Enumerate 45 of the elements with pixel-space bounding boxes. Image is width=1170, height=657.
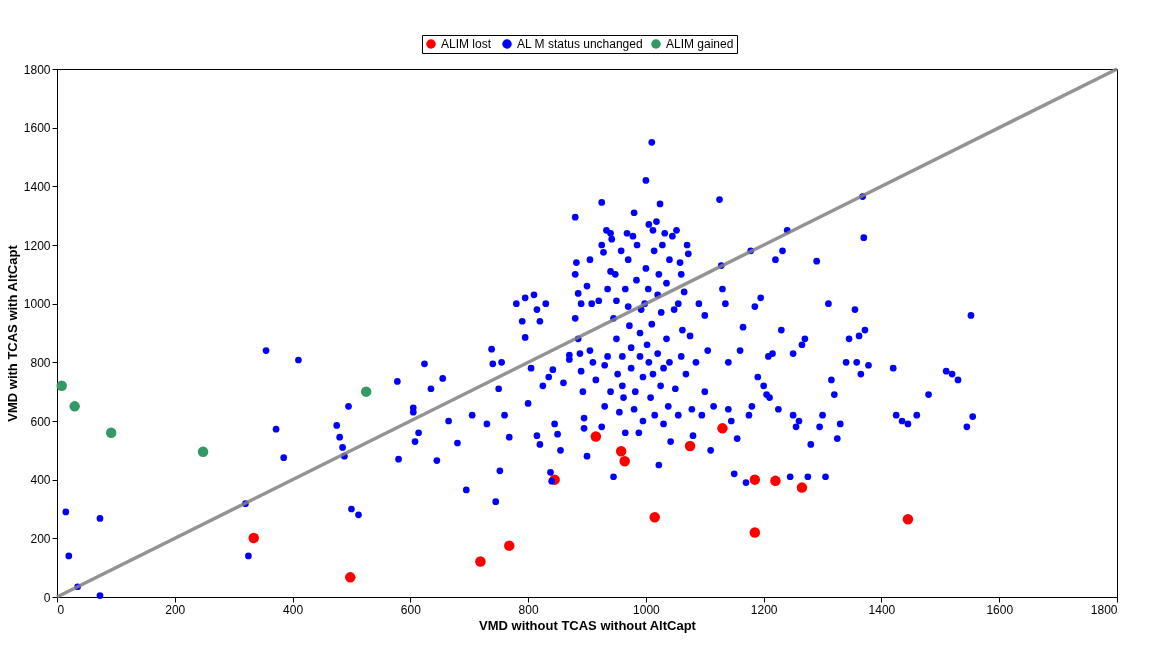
x-tick-label: 1200: [750, 602, 778, 617]
point: [717, 423, 728, 434]
point: [684, 440, 696, 452]
point: [105, 427, 117, 438]
legend-label: ALIM gained: [666, 37, 734, 51]
y-tick-label: 1800: [23, 62, 51, 77]
y-tick-label: 1400: [23, 179, 51, 194]
x-tick-label: 400: [283, 602, 304, 617]
legend-label: ALIM lost: [441, 37, 492, 51]
point: [749, 527, 761, 538]
point: [69, 401, 80, 412]
y-tick-label: 1600: [23, 121, 51, 136]
y-tick-label: 200: [30, 531, 51, 546]
point: [590, 431, 602, 442]
point: [619, 455, 630, 467]
y-tick-label: 400: [30, 473, 51, 488]
point: [56, 380, 67, 392]
point: [475, 556, 486, 567]
y-tick-label: 600: [30, 414, 51, 429]
x-axis-title: VMD without TCAS without AltCapt: [479, 617, 697, 633]
point: [248, 532, 259, 544]
y-tick-label: 1200: [23, 238, 51, 253]
point: [902, 514, 914, 525]
point: [615, 445, 627, 457]
x-tick-label: 1600: [986, 602, 1014, 617]
y-axis-title: VMD with TCAS with AltCapt: [4, 244, 20, 422]
x-tick-label: 0: [57, 602, 65, 617]
x-tick-label: 1400: [868, 602, 896, 617]
point: [197, 446, 209, 458]
y-tick-label: 0: [43, 590, 51, 605]
x-tick-label: 1000: [633, 602, 661, 617]
x-tick-label: 600: [400, 602, 422, 617]
point: [649, 511, 660, 523]
y-tick-label: 1000: [23, 297, 51, 312]
point: [360, 386, 372, 397]
point: [796, 482, 808, 493]
point: [749, 474, 761, 485]
y-tick-label: 800: [30, 355, 51, 370]
point: [504, 540, 515, 551]
x-tick-label: 200: [165, 602, 186, 617]
x-tick-label: 800: [518, 602, 539, 617]
x-tick-label: 1800: [1090, 602, 1118, 617]
legend-label: AL M status unchanged: [517, 37, 643, 51]
point: [770, 475, 781, 487]
point: [345, 572, 356, 583]
